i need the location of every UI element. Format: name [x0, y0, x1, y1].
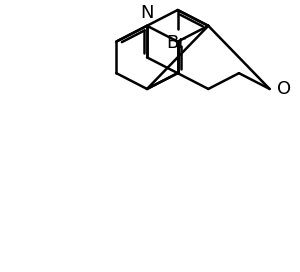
Text: O: O — [277, 80, 291, 98]
Text: Br: Br — [166, 34, 186, 52]
Text: N: N — [140, 4, 154, 22]
